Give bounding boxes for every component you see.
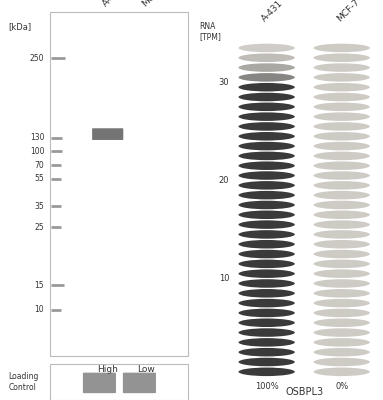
- Ellipse shape: [314, 102, 370, 111]
- Ellipse shape: [314, 201, 370, 209]
- Ellipse shape: [314, 270, 370, 278]
- Ellipse shape: [239, 309, 295, 317]
- Ellipse shape: [239, 181, 295, 190]
- Ellipse shape: [239, 318, 295, 327]
- Ellipse shape: [314, 338, 370, 347]
- Ellipse shape: [239, 260, 295, 268]
- Text: OSBPL3: OSBPL3: [285, 387, 323, 397]
- Ellipse shape: [314, 132, 370, 140]
- Ellipse shape: [239, 328, 295, 337]
- Ellipse shape: [314, 93, 370, 101]
- Ellipse shape: [239, 220, 295, 229]
- Text: 0%: 0%: [335, 382, 348, 391]
- Ellipse shape: [314, 368, 370, 376]
- Ellipse shape: [314, 279, 370, 288]
- Ellipse shape: [314, 260, 370, 268]
- Text: 35: 35: [34, 202, 44, 211]
- Text: 130: 130: [30, 133, 44, 142]
- Text: 10: 10: [34, 305, 44, 314]
- Ellipse shape: [239, 162, 295, 170]
- Text: High: High: [97, 365, 118, 374]
- Ellipse shape: [239, 240, 295, 248]
- Ellipse shape: [314, 230, 370, 239]
- Ellipse shape: [239, 289, 295, 298]
- Ellipse shape: [239, 210, 295, 219]
- Ellipse shape: [314, 142, 370, 150]
- Ellipse shape: [314, 83, 370, 92]
- Ellipse shape: [239, 368, 295, 376]
- Text: MCF-7: MCF-7: [336, 0, 362, 24]
- Text: 250: 250: [30, 54, 44, 63]
- Ellipse shape: [239, 201, 295, 209]
- Ellipse shape: [239, 338, 295, 347]
- Ellipse shape: [239, 44, 295, 52]
- Ellipse shape: [239, 142, 295, 150]
- Text: 30: 30: [218, 78, 229, 87]
- Text: A-431: A-431: [260, 0, 285, 24]
- Ellipse shape: [239, 348, 295, 356]
- Ellipse shape: [239, 93, 295, 101]
- Ellipse shape: [314, 328, 370, 337]
- Text: 55: 55: [34, 174, 44, 183]
- Ellipse shape: [239, 250, 295, 258]
- Ellipse shape: [314, 152, 370, 160]
- Text: 15: 15: [34, 281, 44, 290]
- Text: 100: 100: [30, 147, 44, 156]
- Ellipse shape: [239, 73, 295, 82]
- Ellipse shape: [314, 210, 370, 219]
- Ellipse shape: [314, 54, 370, 62]
- Ellipse shape: [239, 358, 295, 366]
- Ellipse shape: [314, 348, 370, 356]
- Ellipse shape: [314, 181, 370, 190]
- Ellipse shape: [314, 122, 370, 131]
- Ellipse shape: [314, 318, 370, 327]
- Ellipse shape: [239, 299, 295, 307]
- Text: [kDa]: [kDa]: [8, 22, 31, 31]
- FancyBboxPatch shape: [92, 128, 123, 140]
- Text: Low: Low: [137, 365, 155, 374]
- Ellipse shape: [314, 289, 370, 298]
- Ellipse shape: [314, 112, 370, 121]
- Text: A-431: A-431: [101, 0, 126, 8]
- Ellipse shape: [239, 171, 295, 180]
- Text: 25: 25: [34, 222, 44, 232]
- Ellipse shape: [239, 191, 295, 200]
- Ellipse shape: [314, 63, 370, 72]
- Ellipse shape: [239, 152, 295, 160]
- Text: MCF-7: MCF-7: [140, 0, 166, 8]
- Text: 20: 20: [219, 176, 229, 185]
- Ellipse shape: [239, 102, 295, 111]
- Ellipse shape: [239, 83, 295, 92]
- Ellipse shape: [239, 54, 295, 62]
- FancyBboxPatch shape: [83, 373, 116, 393]
- Text: 70: 70: [34, 160, 44, 170]
- Ellipse shape: [239, 63, 295, 72]
- Ellipse shape: [314, 240, 370, 248]
- FancyBboxPatch shape: [123, 373, 156, 393]
- Ellipse shape: [239, 132, 295, 140]
- Ellipse shape: [314, 44, 370, 52]
- Text: RNA
[TPM]: RNA [TPM]: [199, 22, 221, 41]
- Ellipse shape: [314, 191, 370, 200]
- Ellipse shape: [314, 171, 370, 180]
- Ellipse shape: [314, 220, 370, 229]
- Ellipse shape: [239, 112, 295, 121]
- Ellipse shape: [314, 358, 370, 366]
- Ellipse shape: [239, 270, 295, 278]
- Ellipse shape: [314, 73, 370, 82]
- Text: 10: 10: [219, 274, 229, 283]
- Ellipse shape: [239, 230, 295, 239]
- Text: Loading
Control: Loading Control: [8, 372, 39, 392]
- Ellipse shape: [314, 250, 370, 258]
- Ellipse shape: [314, 162, 370, 170]
- Ellipse shape: [239, 122, 295, 131]
- Ellipse shape: [239, 279, 295, 288]
- Ellipse shape: [314, 299, 370, 307]
- Ellipse shape: [314, 309, 370, 317]
- Text: 100%: 100%: [255, 382, 278, 391]
